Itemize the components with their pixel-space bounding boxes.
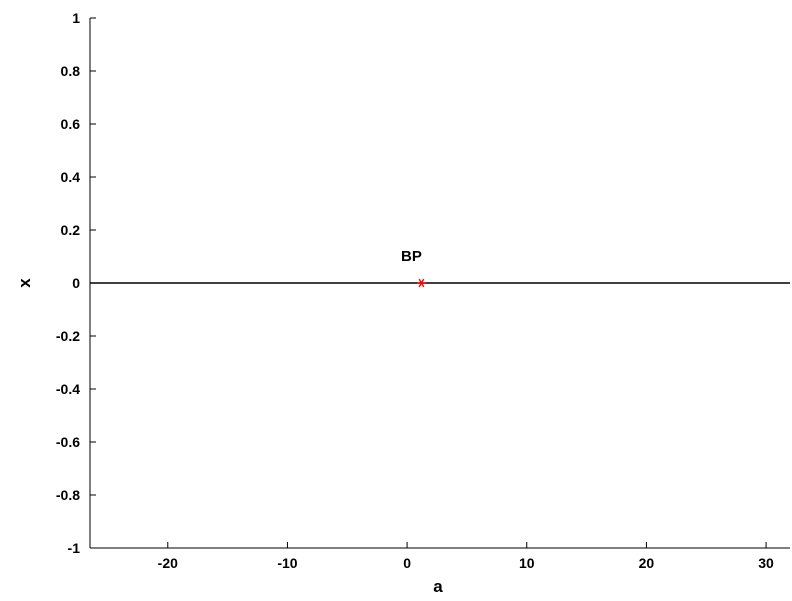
y-tick-label: 1 bbox=[72, 10, 80, 26]
y-tick-label: 0.4 bbox=[61, 169, 81, 185]
marker-layer bbox=[416, 278, 426, 288]
x-tick-label: 0 bbox=[403, 555, 411, 571]
x-tick-label: 10 bbox=[519, 555, 535, 571]
y-tick-label: 0 bbox=[72, 275, 80, 291]
y-tick-label: 0.8 bbox=[61, 63, 81, 79]
annotation-label: BP bbox=[401, 248, 422, 265]
x-axis-label: a bbox=[433, 577, 443, 596]
x-tick-label: -10 bbox=[277, 555, 297, 571]
y-tick-label: 0.2 bbox=[61, 222, 81, 238]
x-tick-label: -20 bbox=[158, 555, 178, 571]
y-tick-label: 0.6 bbox=[61, 116, 81, 132]
x-axis-ticks: -20 -10 0 10 20 30 bbox=[158, 542, 774, 571]
y-tick-label: -0.4 bbox=[56, 381, 80, 397]
annotation-layer: BP bbox=[401, 248, 422, 265]
y-axis-label: x bbox=[15, 278, 34, 288]
y-tick-label: -1 bbox=[68, 540, 81, 556]
y-tick-label: -0.6 bbox=[56, 434, 80, 450]
bp-marker bbox=[416, 278, 426, 288]
x-tick-label: 30 bbox=[758, 555, 774, 571]
y-tick-label: -0.2 bbox=[56, 328, 80, 344]
y-axis-ticks: -1 -0.8 -0.6 -0.4 -0.2 0 0.2 0.4 0.6 0.8 1 bbox=[56, 10, 96, 556]
y-tick-label: -0.8 bbox=[56, 487, 80, 503]
x-tick-label: 20 bbox=[639, 555, 655, 571]
